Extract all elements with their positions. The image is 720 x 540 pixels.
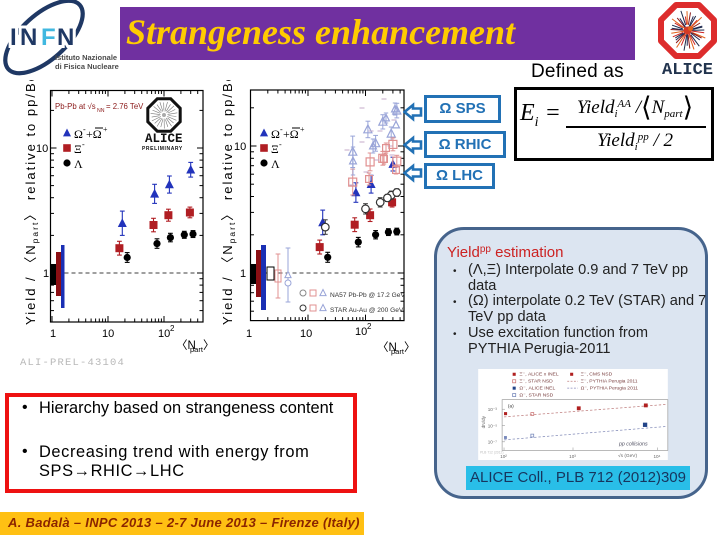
svg-text:〉: 〉 xyxy=(404,341,416,354)
svg-text:NA57 Pb-Pb @ 17.2 GeV: NA57 Pb-Pb @ 17.2 GeV xyxy=(330,292,405,299)
svg-text:Yield / 〈Npart〉 relative to pp: Yield / 〈Npart〉 relative to pp/Be xyxy=(23,80,40,325)
svg-text:I: I xyxy=(10,24,17,51)
svg-text:10: 10 xyxy=(300,328,312,340)
svg-text:Ξ⁻, CMS NSD: Ξ⁻, CMS NSD xyxy=(581,372,613,378)
svg-text:10: 10 xyxy=(36,143,48,155)
svg-text:√s (GeV): √s (GeV) xyxy=(618,453,637,459)
svg-text:PLB 712 (2012): PLB 712 (2012) xyxy=(480,450,503,454)
svg-text:STAR Au-Au @ 200 GeV: STAR Au-Au @ 200 GeV xyxy=(330,307,404,314)
svg-text:Ξ⁻, ALICE x INEL: Ξ⁻, ALICE x INEL xyxy=(519,372,559,378)
svg-text:pp collisions: pp collisions xyxy=(618,442,648,448)
svg-text:-: - xyxy=(82,140,85,149)
svg-text:10⁻⁵: 10⁻⁵ xyxy=(488,423,498,428)
svg-text:PRELIMINARY: PRELIMINARY xyxy=(142,146,183,152)
svg-text:1: 1 xyxy=(246,328,252,340)
svg-text:Ξ: Ξ xyxy=(271,142,279,156)
svg-text:〈N: 〈N xyxy=(377,341,397,354)
svg-text:1: 1 xyxy=(43,268,49,280)
svg-text:di Fisica Nucleare: di Fisica Nucleare xyxy=(55,62,119,71)
svg-text:2: 2 xyxy=(170,324,175,333)
svg-text:NN: NN xyxy=(97,108,105,114)
svg-text:part: part xyxy=(391,347,405,356)
svg-text:〈N: 〈N xyxy=(176,339,196,352)
svg-text:10⁻⁷: 10⁻⁷ xyxy=(488,440,498,445)
svg-text:+Ω: +Ω xyxy=(283,127,299,141)
svg-text:part: part xyxy=(190,345,204,354)
svg-text:2: 2 xyxy=(367,322,372,331)
svg-text:10: 10 xyxy=(102,328,114,340)
svg-text:Yield / 〈Npart〉 relative to pp: Yield / 〈Npart〉 relative to pp/Be xyxy=(220,80,237,325)
svg-text:10²: 10² xyxy=(500,454,507,459)
svg-text:10: 10 xyxy=(158,328,170,340)
svg-text:Ω⁻, PYTHIA Perugia 2011: Ω⁻, PYTHIA Perugia 2011 xyxy=(581,386,639,392)
svg-text:dN/dy: dN/dy xyxy=(481,415,487,428)
svg-text:10⁻³: 10⁻³ xyxy=(488,407,498,412)
svg-text:Ξ⁻, PYTHIA Perugia 2011: Ξ⁻, PYTHIA Perugia 2011 xyxy=(581,379,638,385)
svg-text:Ω⁻, ALICE INEL: Ω⁻, ALICE INEL xyxy=(519,386,555,392)
svg-text:Pb-Pb at √s: Pb-Pb at √s xyxy=(55,102,96,111)
svg-text:F: F xyxy=(41,24,56,51)
svg-text:10: 10 xyxy=(355,326,367,338)
svg-text:ALICE: ALICE xyxy=(662,61,713,80)
svg-text:Ω⁻, STAR NSD: Ω⁻, STAR NSD xyxy=(519,392,553,398)
svg-text:Istituto Nazionale: Istituto Nazionale xyxy=(55,53,117,62)
svg-text:+: + xyxy=(300,125,305,134)
svg-text:〉: 〉 xyxy=(203,339,215,352)
svg-text:Ω: Ω xyxy=(271,127,280,141)
svg-text:10: 10 xyxy=(234,141,246,153)
svg-text:1: 1 xyxy=(50,328,56,340)
svg-text:+: + xyxy=(103,125,108,134)
svg-text:Ω: Ω xyxy=(74,127,83,141)
svg-text:1: 1 xyxy=(240,268,246,280)
svg-text:ALICE: ALICE xyxy=(145,132,183,146)
svg-text:N: N xyxy=(20,24,37,51)
svg-text:-: - xyxy=(279,140,282,149)
svg-text:= 2.76 TeV: = 2.76 TeV xyxy=(106,102,144,111)
svg-text:Ξ: Ξ xyxy=(74,142,82,156)
svg-text:Ξ⁻, STAR NSD: Ξ⁻, STAR NSD xyxy=(519,379,553,385)
svg-text:Λ: Λ xyxy=(271,157,280,171)
svg-text:ALI-PREL-43104: ALI-PREL-43104 xyxy=(20,357,125,369)
svg-text:10³: 10³ xyxy=(569,454,576,459)
svg-text:10⁴: 10⁴ xyxy=(653,454,660,459)
svg-text:Λ: Λ xyxy=(74,157,83,171)
svg-text:N: N xyxy=(57,24,74,51)
svg-text:(a): (a) xyxy=(508,403,514,409)
svg-text:-: - xyxy=(83,125,86,134)
svg-text:-: - xyxy=(280,125,283,134)
svg-text:+Ω: +Ω xyxy=(86,127,102,141)
